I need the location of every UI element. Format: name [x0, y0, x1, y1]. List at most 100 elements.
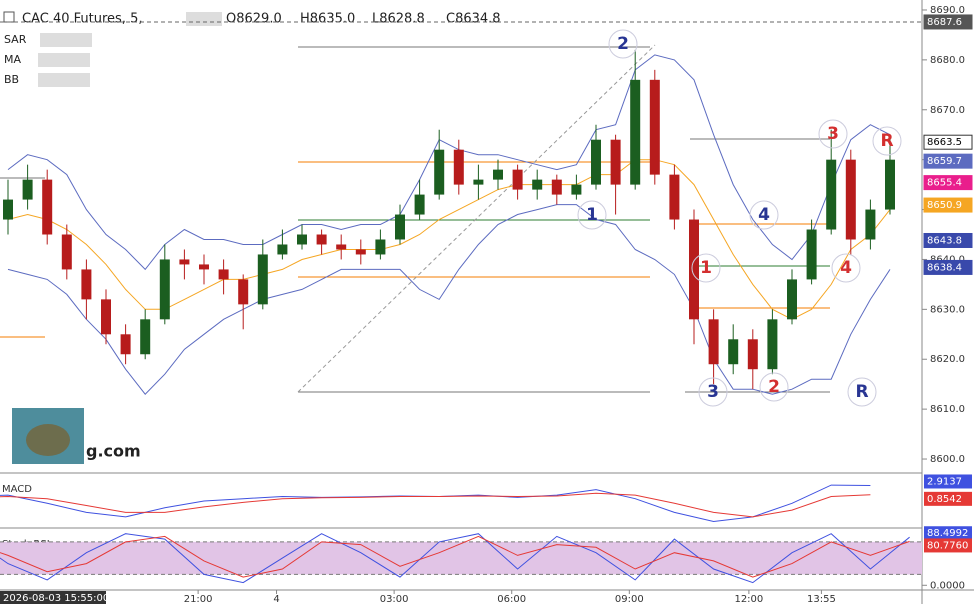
price-label: 8638.4	[927, 262, 962, 273]
price-label-box	[923, 14, 973, 30]
x-tick-label: 21:00	[184, 594, 213, 604]
candle-body	[571, 184, 582, 195]
candle-body	[708, 319, 719, 365]
x-tick-label: 4	[273, 594, 279, 604]
price-label-box	[923, 134, 973, 150]
candle-body	[238, 279, 249, 305]
ohlc-high: H8635.0	[300, 12, 355, 27]
candle-body	[3, 199, 13, 220]
candle-body	[689, 219, 699, 320]
main-pane	[3, 49, 895, 395]
candle-body	[669, 174, 680, 220]
value-label: 2.9137	[927, 476, 962, 487]
price-label-box	[923, 197, 973, 213]
candle-body	[806, 229, 817, 280]
candle-body	[865, 209, 876, 240]
value-label-box	[924, 538, 972, 553]
candle-body	[728, 339, 739, 365]
candle-body	[591, 139, 601, 185]
candle-body	[845, 159, 856, 240]
ohlc-low: L8628.8	[372, 12, 425, 27]
candle-body	[885, 159, 895, 210]
y-tick-label: 8630.0	[930, 304, 965, 315]
moving-average	[7, 159, 891, 320]
ohlc-open: O8629.0	[226, 12, 282, 27]
x-tick-label: 13:55	[807, 594, 836, 604]
price-label: 8687.6	[927, 17, 962, 28]
ohlc-close: C8634.8	[446, 12, 501, 27]
candle-body	[610, 139, 621, 185]
x-tick-label: 12:00	[734, 594, 763, 604]
pane-title: MACD	[2, 484, 32, 495]
wave-circle	[847, 377, 877, 407]
cursor-time-box	[0, 591, 106, 604]
candle-body	[493, 169, 503, 180]
y-tick-label: 8600.0	[930, 454, 965, 465]
value-label-box	[924, 491, 972, 506]
candle-body	[532, 179, 543, 190]
wave-label: 2	[617, 34, 629, 54]
y-tick-label: 8690.0	[930, 5, 965, 16]
wave-circle	[759, 372, 789, 402]
candle-body	[649, 79, 660, 175]
wave-circle	[608, 29, 638, 59]
candle-body	[140, 319, 151, 355]
candle-body	[257, 254, 268, 305]
wave-circle	[698, 377, 728, 407]
candle-body	[395, 214, 405, 240]
candle-body	[297, 234, 307, 245]
candle-body	[120, 334, 131, 355]
indicator-line	[0, 535, 910, 578]
symbol-title: CAC 40 Futures, 5,	[22, 12, 142, 27]
x-tick-label: 09:00	[615, 594, 644, 604]
wave-circle	[577, 200, 607, 230]
candle-body	[61, 234, 72, 270]
wave-circle	[831, 253, 861, 283]
price-label: 8663.5	[927, 137, 962, 148]
bollinger-band	[7, 204, 891, 395]
price-label-box	[923, 259, 973, 275]
candle-body	[355, 249, 366, 255]
x-tick-label: 06:00	[497, 594, 526, 604]
indicator-name[interactable]: BB	[4, 73, 19, 86]
value-label: 88.4992	[927, 528, 968, 539]
y-tick-label: 8670.0	[930, 105, 965, 116]
indicator-line	[0, 492, 871, 518]
bollinger-band	[7, 54, 891, 271]
y-tick-label: 8620.0	[930, 354, 965, 365]
candle-body	[414, 194, 425, 215]
candle-body	[159, 259, 170, 320]
candle-body	[42, 179, 53, 235]
candle-body	[826, 159, 837, 230]
price-label-box	[923, 153, 973, 169]
wave-label: 2	[768, 377, 780, 397]
value-label: 80.7760	[927, 540, 968, 551]
wave-circle	[749, 200, 779, 230]
wave-circle	[872, 126, 902, 156]
cursor-time: 2026-08-03 15:55:00	[3, 593, 109, 604]
value-label-box	[924, 474, 972, 489]
price-label-box	[923, 232, 973, 248]
candle-body	[767, 319, 778, 370]
logo	[26, 424, 70, 456]
value-label: 0.8542	[927, 494, 962, 505]
y-tick-label: 0.0000	[930, 580, 965, 591]
indicator-buttons	[38, 12, 222, 87]
candle-body	[434, 149, 445, 195]
price-label-box	[923, 175, 973, 191]
candle-body	[453, 149, 464, 185]
candle-body	[22, 179, 33, 200]
candle-body	[316, 234, 327, 245]
indicator-name[interactable]: SAR	[4, 33, 27, 46]
candle-body	[101, 299, 111, 335]
wave-label: R	[880, 131, 893, 151]
logo-text: g.com	[86, 442, 141, 461]
value-label-box	[924, 526, 972, 541]
candle-body	[336, 244, 347, 250]
candle-body	[551, 179, 562, 195]
wave-label: 1	[586, 205, 598, 225]
indicator-name[interactable]: MA	[4, 53, 21, 66]
x-tick-label: 03:00	[380, 594, 409, 604]
